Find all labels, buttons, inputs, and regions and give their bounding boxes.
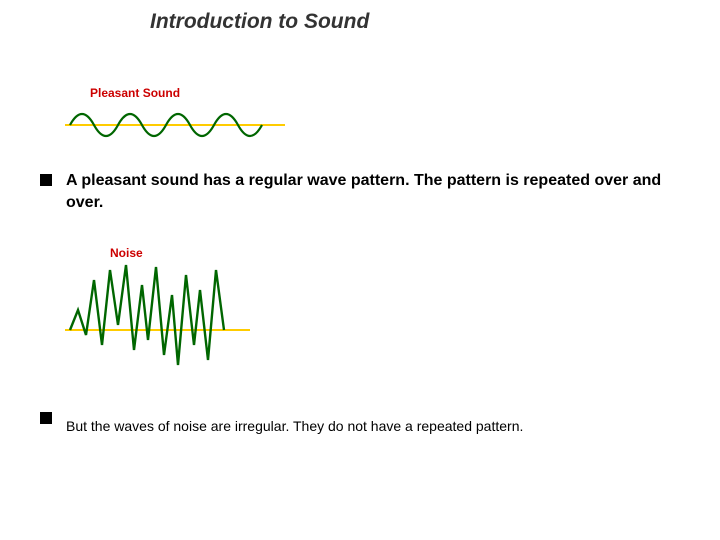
noise-path [70, 265, 224, 365]
noise-wave [60, 255, 260, 375]
pleasant-sound-wave [60, 100, 290, 150]
bullet-square-icon [40, 174, 52, 186]
pleasant-sound-label: Pleasant Sound [90, 86, 180, 100]
bullet-2-text: But the waves of noise are irregular. Th… [66, 408, 523, 444]
bullet-1-text: A pleasant sound has a regular wave patt… [66, 170, 680, 214]
bullet-1: A pleasant sound has a regular wave patt… [40, 170, 680, 214]
bullet-2: But the waves of noise are irregular. Th… [40, 408, 680, 444]
slide: Introduction to Sound Pleasant Sound A p… [0, 0, 720, 540]
bullet-square-icon [40, 412, 52, 424]
page-title: Introduction to Sound [150, 10, 369, 34]
